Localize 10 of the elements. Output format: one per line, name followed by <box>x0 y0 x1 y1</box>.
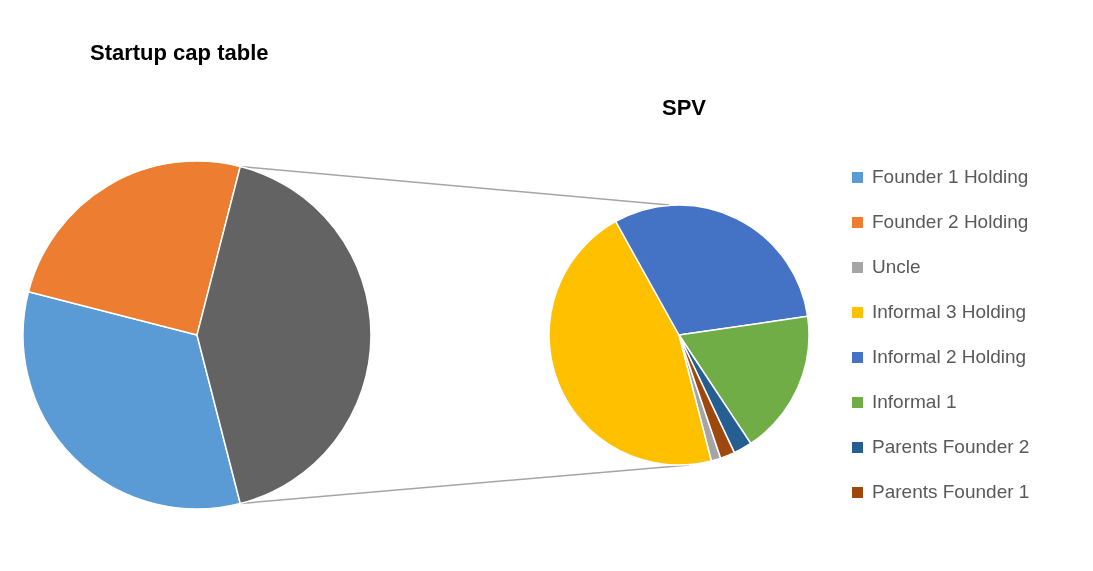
chart-title: Startup cap table <box>90 40 269 65</box>
legend-label: Informal 1 <box>872 391 957 413</box>
legend-label: Informal 3 Holding <box>872 301 1027 323</box>
legend-label: Informal 2 Holding <box>872 346 1027 368</box>
legend-label: Parents Founder 1 <box>872 481 1030 503</box>
legend-label: Founder 2 Holding <box>872 211 1029 233</box>
legend-label: Uncle <box>872 256 921 278</box>
legend-label: Parents Founder 2 <box>872 436 1030 458</box>
legend-label: Founder 1 Holding <box>872 166 1029 188</box>
chart-title: SPV <box>661 95 707 120</box>
